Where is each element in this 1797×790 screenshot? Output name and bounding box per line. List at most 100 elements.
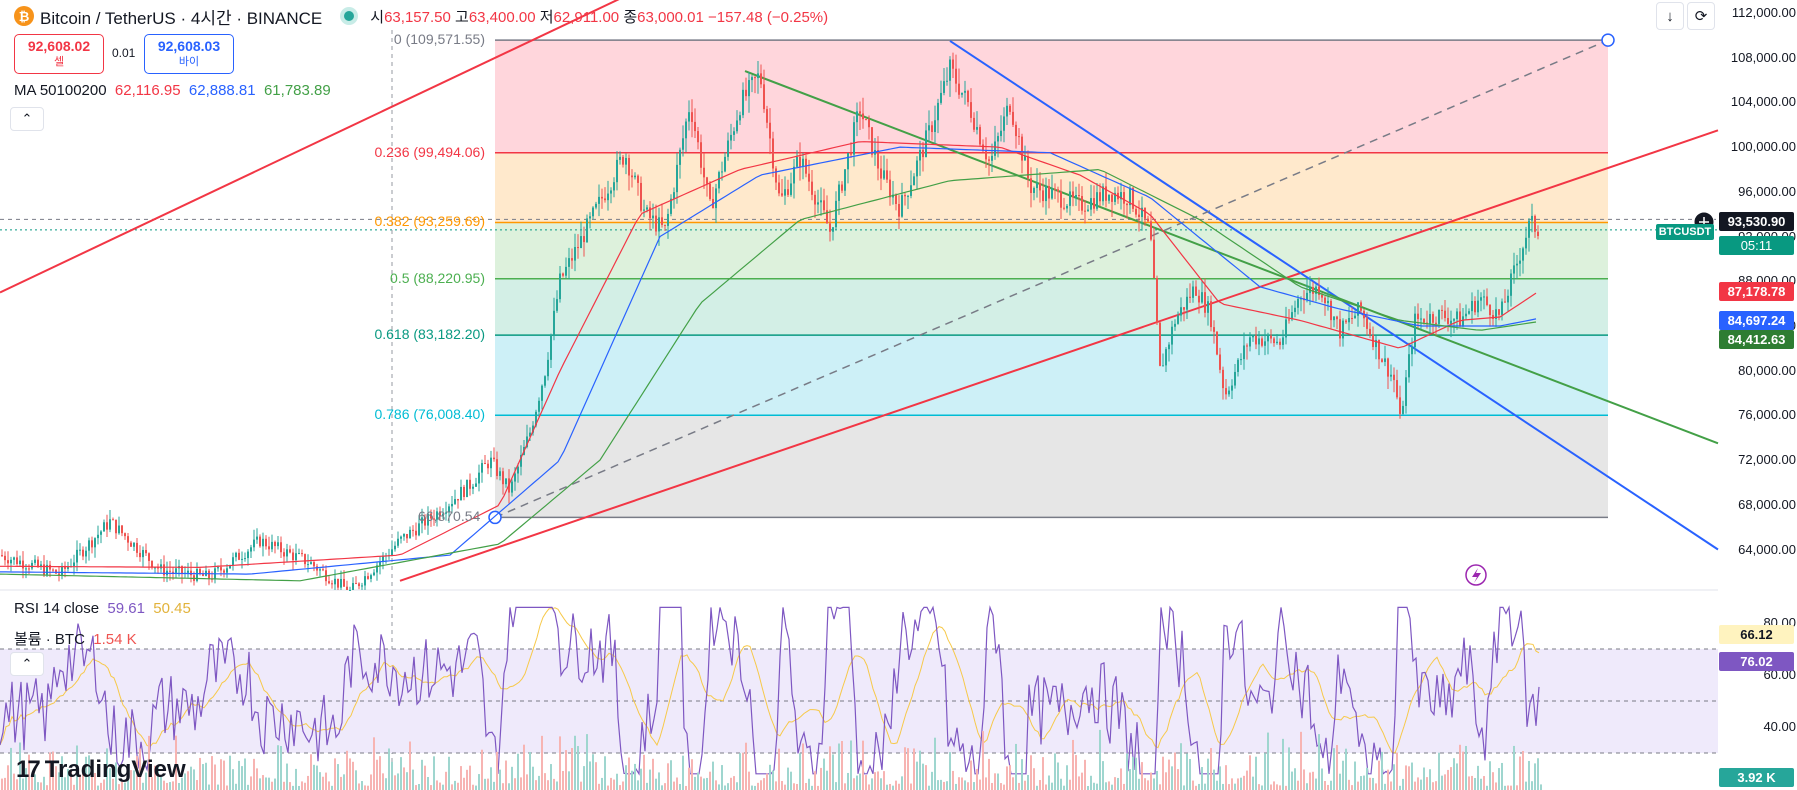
candle-body: [1531, 215, 1533, 221]
candle-body: [1351, 318, 1353, 320]
candle-body: [232, 557, 234, 565]
volume-bar: [1297, 780, 1299, 790]
candle-body: [916, 160, 918, 177]
volume-bar: [1156, 770, 1158, 790]
candle-body: [13, 557, 15, 560]
rsi-legend[interactable]: RSI 14 close 59.61 50.45: [14, 600, 191, 617]
volume-bar: [64, 777, 66, 790]
buy-button[interactable]: 92,608.03 바이: [144, 34, 234, 74]
candle-body: [229, 564, 231, 569]
candle-body: [667, 213, 669, 226]
volume-bar: [529, 751, 531, 790]
volume-bar: [1138, 778, 1140, 790]
volume-bar: [247, 784, 249, 790]
sell-button[interactable]: 92,608.02 셀: [14, 34, 104, 74]
volume-bar: [238, 760, 240, 790]
volume-bar: [1102, 761, 1104, 790]
symbol-title[interactable]: Bitcoin / TetherUS · 4시간 · BINANCE: [40, 8, 323, 28]
volume-bar: [343, 774, 345, 790]
volume-bar: [1441, 775, 1443, 790]
volume-bar: [1372, 777, 1374, 790]
volume-bar: [1117, 777, 1119, 790]
volume-bar: [133, 770, 135, 790]
candle-body: [130, 542, 132, 547]
candle-body: [202, 573, 204, 576]
candle-body: [946, 80, 948, 82]
volume-bar: [1306, 783, 1308, 790]
candle-body: [298, 553, 300, 555]
candle-body: [370, 575, 372, 579]
candle-body: [649, 207, 651, 219]
volume-bar: [712, 761, 714, 790]
collapse-rsi-button[interactable]: ⌃: [10, 652, 44, 676]
candle-body: [991, 155, 993, 161]
candle-body: [958, 83, 960, 95]
volume-bar: [1411, 762, 1413, 790]
candle-body: [1501, 301, 1503, 315]
volume-legend[interactable]: 볼륨 · BTC 1.54 K: [14, 631, 137, 648]
volume-bar: [334, 758, 336, 790]
candle-body: [1522, 248, 1524, 261]
candle-body: [340, 578, 342, 588]
candle-body: [655, 215, 657, 232]
candle-body: [583, 236, 585, 243]
candle-body: [427, 513, 429, 526]
volume-bar: [298, 785, 300, 790]
volume-bar: [799, 753, 801, 790]
candle-body: [187, 570, 189, 573]
candle-body: [73, 562, 75, 567]
volume-bar: [439, 782, 441, 790]
volume-bar: [814, 771, 816, 790]
volume-value-tag: 3.92 K: [1719, 768, 1794, 787]
tradingview-logo[interactable]: 17 TradingView: [16, 756, 186, 783]
volume-bar: [1489, 761, 1491, 790]
volume-bar: [1366, 767, 1368, 790]
volume-bar: [466, 769, 468, 790]
candle-body: [1036, 183, 1038, 189]
volume-bar: [1429, 769, 1431, 790]
volume-bar: [1432, 782, 1434, 790]
volume-bar: [856, 775, 858, 790]
volume-bar: [1468, 776, 1470, 790]
volume-bar: [301, 781, 303, 790]
volume-bar: [508, 783, 510, 790]
ma-legend[interactable]: MA 50100200 62,116.95 62,888.81 61,783.8…: [14, 82, 331, 99]
volume-bar: [1318, 734, 1320, 790]
volume-bar: [1282, 738, 1284, 790]
volume-bar: [640, 768, 642, 790]
fib-zone: [495, 222, 1608, 279]
volume-bar: [931, 771, 933, 790]
volume-bar: [109, 768, 111, 790]
candle-body: [661, 217, 663, 225]
candle-body: [415, 530, 417, 536]
volume-bar: [613, 779, 615, 790]
collapse-legend-button[interactable]: ⌃: [10, 107, 44, 131]
volume-bar: [259, 778, 261, 790]
volume-bar: [976, 768, 978, 790]
volume-bar: [487, 778, 489, 790]
rsi-pane: [0, 605, 1718, 776]
volume-bar: [832, 754, 834, 790]
candle-body: [1108, 194, 1110, 201]
volume-bar: [811, 785, 813, 790]
rsi-ma-tag: 66.12: [1719, 625, 1794, 644]
volume-bar: [124, 782, 126, 790]
volume-bar: [1162, 756, 1164, 790]
volume-bar: [1231, 778, 1233, 790]
candle-body: [823, 200, 825, 211]
refresh-button[interactable]: ⟳: [1687, 2, 1715, 30]
candle-body: [448, 506, 450, 513]
candle-body: [670, 198, 672, 214]
candle-body: [1426, 322, 1428, 324]
candle-body: [733, 131, 735, 135]
fib-level-label: 0.5 (88,220.95): [390, 269, 485, 286]
candle-body: [781, 193, 783, 196]
volume-bar: [1153, 778, 1155, 790]
candle-body: [463, 486, 465, 497]
scroll-to-latest-button[interactable]: ↓: [1656, 2, 1684, 30]
candle-body: [1288, 319, 1290, 321]
candle-body: [154, 567, 156, 569]
candle-body: [847, 153, 849, 170]
volume-bar: [781, 781, 783, 790]
